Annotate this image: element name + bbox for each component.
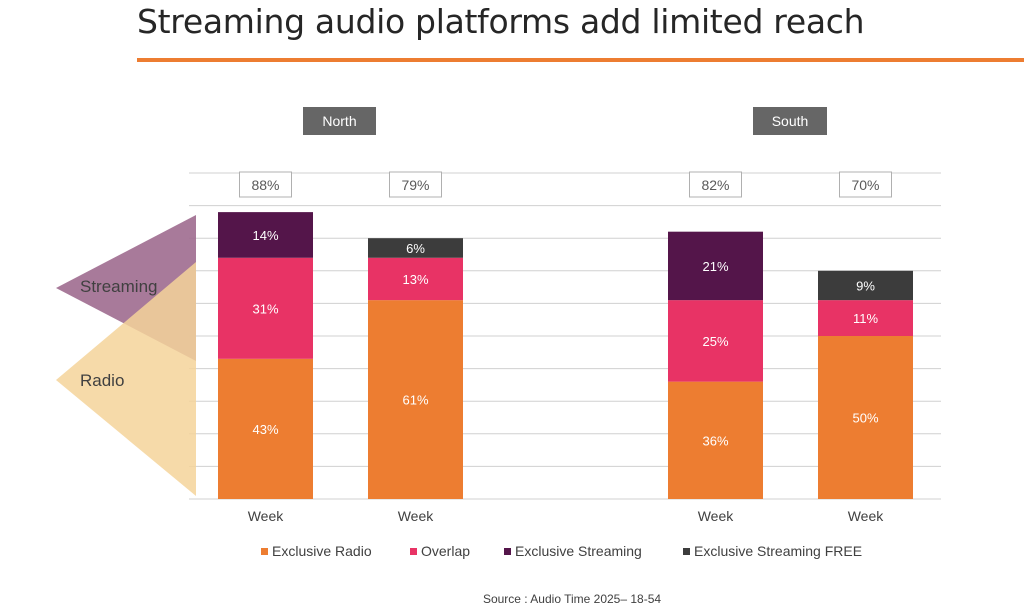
radio-triangle xyxy=(56,262,196,496)
data-label: 50% xyxy=(852,411,878,426)
bar-segment xyxy=(218,212,313,258)
legend-label: Exclusive Radio xyxy=(272,543,372,559)
streaming-label: Streaming xyxy=(80,277,157,296)
data-label: 25% xyxy=(702,334,728,349)
legend-label: Exclusive Streaming xyxy=(515,543,642,559)
bar-segment xyxy=(668,381,763,499)
category-label: Week xyxy=(698,508,735,524)
source-text: Source : Audio Time 2025– 18-54 xyxy=(482,592,662,606)
data-label: 61% xyxy=(402,393,428,408)
data-label: 13% xyxy=(402,272,428,287)
total-box xyxy=(839,171,892,198)
group-header-north xyxy=(303,107,376,135)
data-label: 31% xyxy=(252,301,278,316)
total-label: 79% xyxy=(401,177,429,193)
legend-label: Overlap xyxy=(421,543,470,559)
bar-segment xyxy=(668,231,763,301)
bar-segment xyxy=(818,336,913,499)
data-label: 6% xyxy=(406,241,425,256)
group-header-label: South xyxy=(772,113,809,129)
group-header-label: North xyxy=(322,113,356,129)
total-box xyxy=(689,171,742,198)
group-header-south xyxy=(753,107,827,135)
total-label: 82% xyxy=(701,177,729,193)
data-label: 43% xyxy=(252,422,278,437)
title-underline xyxy=(137,58,1024,62)
total-label: 88% xyxy=(251,177,279,193)
total-label: 70% xyxy=(851,177,879,193)
bar-segment xyxy=(218,257,313,359)
legend-swatch xyxy=(410,548,417,555)
bar-segment xyxy=(668,300,763,382)
total-box xyxy=(389,171,442,198)
legend-swatch xyxy=(504,548,511,555)
radio-label: Radio xyxy=(80,371,124,390)
category-label: Week xyxy=(248,508,285,524)
bar-segment xyxy=(818,300,913,336)
category-label: Week xyxy=(848,508,885,524)
bar-segment xyxy=(368,238,463,258)
bar-segment xyxy=(368,300,463,499)
bar-segment xyxy=(218,358,313,499)
bar-segment xyxy=(818,270,913,301)
bar-segment xyxy=(368,257,463,301)
total-box xyxy=(239,171,292,198)
legend-label: Exclusive Streaming FREE xyxy=(694,543,862,559)
legend-swatch xyxy=(683,548,690,555)
data-label: 11% xyxy=(853,311,878,326)
data-label: 21% xyxy=(702,259,728,274)
page-title: Streaming audio platforms add limited re… xyxy=(137,2,865,41)
legend-swatch xyxy=(261,548,268,555)
data-label: 9% xyxy=(856,278,875,293)
source-note: Source : Audio Time 2025– 18-54 xyxy=(0,592,1024,606)
data-label: 14% xyxy=(252,228,278,243)
data-label: 36% xyxy=(702,433,728,448)
category-label: Week xyxy=(398,508,435,524)
